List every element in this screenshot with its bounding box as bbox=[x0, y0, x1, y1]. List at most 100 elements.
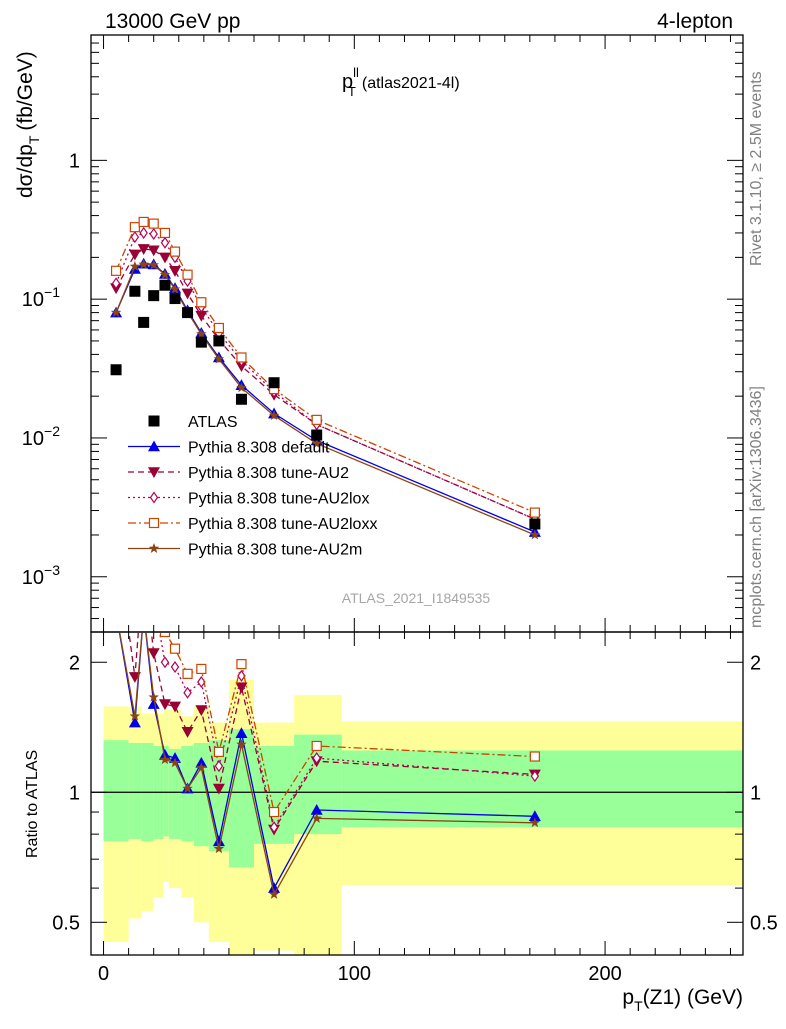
green-band-bin bbox=[103, 740, 129, 842]
ratio-point-au2lox bbox=[170, 660, 180, 674]
ratio-point-au2m bbox=[169, 757, 181, 768]
legend-label: ATLAS bbox=[188, 414, 238, 431]
x-tick-label: 0 bbox=[98, 963, 109, 985]
y-label-sub: T bbox=[26, 135, 42, 144]
series-point-au2 bbox=[137, 244, 150, 255]
atlas-data-point bbox=[268, 377, 280, 389]
ratio-point-au2 bbox=[195, 705, 208, 717]
series-point-au2lox bbox=[149, 227, 158, 240]
ratio-point-default bbox=[128, 716, 141, 728]
ratio-point-au2 bbox=[212, 783, 225, 795]
ratio-y-label: Ratio to ATLAS bbox=[24, 750, 41, 858]
y-tick-label: 10−2 bbox=[22, 423, 60, 450]
series-point-au2loxx bbox=[213, 322, 224, 334]
ratio-point-default bbox=[212, 835, 225, 847]
series-point-au2loxx bbox=[196, 297, 207, 308]
series-point-au2m bbox=[138, 258, 149, 269]
series-point-au2 bbox=[128, 249, 141, 261]
series-point-au2lox bbox=[130, 231, 140, 244]
ratio-point-au2lox bbox=[183, 686, 192, 699]
ratio-point-au2 bbox=[181, 727, 194, 738]
y-tick-label: 1 bbox=[69, 150, 80, 172]
ratio-point-au2loxx bbox=[182, 668, 193, 679]
y-tick-base: 1 bbox=[69, 150, 80, 172]
legend-marker bbox=[148, 517, 160, 529]
series-point-au2 bbox=[195, 310, 208, 322]
ratio-point-au2loxx bbox=[236, 659, 247, 670]
series-point-au2 bbox=[169, 266, 182, 277]
series-point-au2 bbox=[147, 245, 160, 257]
title-suffix: (atlas2021-4l) bbox=[362, 75, 460, 92]
ratio-y-tick-label-right: 1 bbox=[750, 782, 761, 804]
x-tick-label: 200 bbox=[588, 963, 621, 985]
ratio-point-au2lox bbox=[269, 821, 279, 834]
y-axis-label: dσ/dpT (fb/GeV) bbox=[14, 51, 42, 198]
atlas-data-point bbox=[148, 290, 160, 302]
ratio-y-tick-label-right: 2 bbox=[750, 652, 761, 674]
series-point-au2loxx bbox=[110, 265, 122, 276]
ratio-point-au2m bbox=[138, 608, 148, 618]
series-point-au2 bbox=[158, 252, 171, 264]
series-point-au2m bbox=[529, 529, 541, 540]
ratio-point-au2loxx bbox=[213, 746, 224, 758]
rivet-version-text: Rivet 3.1.10, ≥ 2.5M events bbox=[748, 71, 765, 266]
ratio-bands bbox=[103, 679, 743, 955]
green-band-bin bbox=[228, 729, 254, 868]
y-tick-label: 10−3 bbox=[22, 562, 60, 589]
mcplots-text: mcplots.cern.ch [arXiv:1306.3436] bbox=[748, 386, 765, 628]
ratio-point-default bbox=[147, 698, 160, 709]
ratio-point-au2loxx bbox=[159, 633, 171, 638]
ratio-y-tick-label-left: 2 bbox=[69, 652, 80, 674]
ratio-point-au2m bbox=[236, 739, 247, 749]
ratio-point-au2 bbox=[138, 558, 150, 569]
series-point-au2m bbox=[148, 259, 159, 270]
plot-title: pll T (atlas2021-4l) bbox=[342, 65, 460, 99]
ratio-point-au2loxx bbox=[196, 663, 207, 675]
atlas-data-point bbox=[182, 307, 194, 319]
series-point-au2lox bbox=[160, 236, 170, 249]
ratio-point-au2loxx bbox=[130, 588, 139, 597]
legend: ATLAS Pythia 8.308 default Pythia 8.308 tu… bbox=[128, 414, 377, 559]
series-point-au2m bbox=[236, 382, 247, 393]
series-point-au2m bbox=[110, 307, 122, 318]
atlas-data-point bbox=[110, 364, 122, 376]
main-series-group bbox=[110, 216, 541, 540]
legend-label: Pythia 8.308 tune-AU2 bbox=[188, 465, 349, 482]
series-point-au2loxx bbox=[138, 216, 149, 228]
ratio-point-au2loxx bbox=[112, 482, 121, 491]
ratio-point-au2 bbox=[158, 699, 171, 711]
header-left: 13000 GeV pp bbox=[105, 10, 240, 33]
ratio-point-au2 bbox=[110, 532, 122, 543]
x-label-sub: T bbox=[634, 998, 643, 1014]
series-point-au2loxx bbox=[529, 507, 540, 518]
ratio-point-default bbox=[138, 607, 150, 618]
ratio-point-au2loxx bbox=[139, 475, 148, 484]
ratio-point-au2lox bbox=[160, 656, 170, 669]
title-main: p bbox=[342, 71, 353, 93]
atlas-data-point bbox=[213, 335, 225, 347]
header-right: 4-lepton bbox=[657, 10, 733, 33]
x-axis-label: pT(Z1) (GeV) bbox=[622, 986, 743, 1014]
x-label-pre: p bbox=[622, 986, 634, 1009]
ratio-point-au2loxx bbox=[529, 751, 540, 762]
title-sub: T bbox=[348, 84, 356, 99]
series-point-au2m bbox=[213, 353, 225, 364]
ratio-point-au2 bbox=[169, 701, 182, 713]
ratio-point-au2m bbox=[213, 843, 225, 854]
ratio-point-au2m bbox=[129, 710, 141, 721]
series-point-au2loxx bbox=[169, 246, 181, 257]
atlas-data-point bbox=[235, 393, 247, 405]
ratio-point-default bbox=[528, 810, 541, 822]
ratio-point-au2loxx bbox=[169, 643, 181, 654]
ratio-point-au2lox bbox=[140, 509, 147, 519]
ratio-point-au2lox bbox=[150, 594, 157, 604]
atlas-data-point bbox=[195, 336, 207, 348]
legend-label: Pythia 8.308 tune-AU2m bbox=[188, 542, 362, 559]
y-tick-exponent: −2 bbox=[44, 423, 60, 439]
green-band-bin bbox=[128, 743, 142, 839]
y-tick-base: 10 bbox=[22, 289, 44, 311]
ratio-point-au2loxx bbox=[268, 806, 280, 818]
ratio-point-au2lox bbox=[113, 518, 120, 528]
legend-label: Pythia 8.308 tune-AU2lox bbox=[188, 491, 369, 508]
